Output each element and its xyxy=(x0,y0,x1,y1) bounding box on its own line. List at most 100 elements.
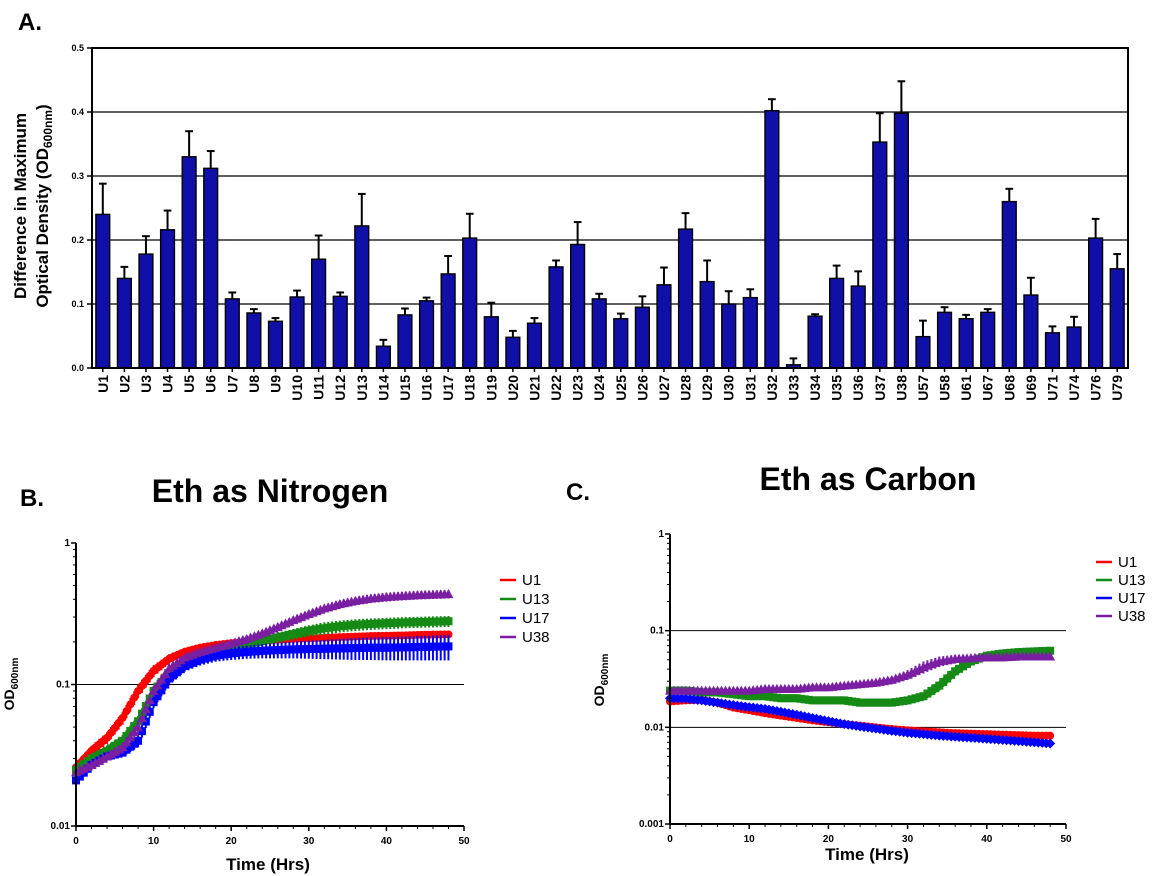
b-point xyxy=(444,642,453,651)
a-y-label-sub: 600nm xyxy=(41,110,55,148)
b-point xyxy=(122,707,131,716)
a-bar xyxy=(893,112,909,369)
c-y-tick-label: 0.1 xyxy=(650,626,664,637)
a-x-tick-label: U31 xyxy=(742,375,758,401)
a-x-tick-label: U2 xyxy=(116,375,132,393)
a-gridlines xyxy=(92,47,1128,305)
a-y-tick-label: 0.3 xyxy=(71,171,84,181)
a-x-tick-label: U6 xyxy=(203,375,219,393)
c-legend-label: U17 xyxy=(1118,590,1146,607)
b-point xyxy=(161,680,170,689)
a-x-tick-label: U5 xyxy=(181,375,197,393)
c-x-tick-label: 10 xyxy=(744,834,756,845)
a-bar xyxy=(570,243,586,369)
b-point xyxy=(105,749,116,759)
a-x-tick-label: U33 xyxy=(785,375,801,401)
a-bar xyxy=(936,311,953,369)
a-y-axis-label-line1: Difference in Maximum xyxy=(11,113,30,299)
c-y-tick-label: 1 xyxy=(658,529,664,540)
a-x-tick-label: U11 xyxy=(311,375,327,400)
b-point xyxy=(130,693,139,702)
a-bar xyxy=(1023,294,1039,369)
b-point xyxy=(153,692,162,701)
c-y-label-sub: 600nm xyxy=(600,654,611,686)
a-x-tick-label: U8 xyxy=(246,375,262,393)
b-series xyxy=(71,589,454,785)
a-bar xyxy=(505,336,521,369)
a-bar xyxy=(224,298,240,369)
b-y-axis-label: OD600nm xyxy=(1,658,21,711)
a-x-tick-label: U36 xyxy=(850,375,866,401)
a-bar xyxy=(246,312,262,369)
a-bar xyxy=(677,228,694,369)
b-legend-label: U13 xyxy=(522,591,550,608)
a-x-tick-label: U18 xyxy=(462,375,478,401)
a-bar xyxy=(397,314,413,369)
a-bar xyxy=(1044,332,1061,369)
a-x-tick-label: U24 xyxy=(591,375,607,401)
b-y-tick-label: 0.1 xyxy=(56,680,70,691)
b-x-tick-label: 50 xyxy=(458,836,470,847)
panel-c-label: C. xyxy=(566,479,590,506)
a-bar xyxy=(181,156,197,369)
a-x-tick-label: U23 xyxy=(570,375,586,401)
a-x-tick-label: U61 xyxy=(958,375,974,401)
b-point xyxy=(130,722,139,731)
c-x-tick-label: 20 xyxy=(823,834,835,845)
b-y-tick-label: 1 xyxy=(64,538,70,549)
c-point xyxy=(1045,651,1056,661)
a-bar xyxy=(95,213,111,369)
b-x-ticks: 0 10 20 30 40 50 xyxy=(73,826,470,847)
a-bars xyxy=(95,80,1125,369)
a-x-tick-label: U79 xyxy=(1109,375,1125,401)
a-x-tick-label: U38 xyxy=(893,375,909,401)
b-point xyxy=(118,713,127,722)
a-x-tick-label: U4 xyxy=(160,375,176,393)
a-bar xyxy=(354,225,370,369)
b-point xyxy=(113,744,124,754)
b-x-tick-label: 10 xyxy=(148,836,160,847)
a-bar xyxy=(138,253,154,369)
b-legend-label: U38 xyxy=(522,629,550,646)
a-x-tick-label: U29 xyxy=(699,375,715,401)
c-x-ticks: 0 10 20 30 40 50 xyxy=(667,824,1072,845)
a-x-tick-label: U28 xyxy=(678,375,694,401)
a-x-tick-label: U19 xyxy=(483,375,499,401)
b-point xyxy=(144,695,155,705)
b-point xyxy=(152,680,163,690)
c-y-ticks: 0.001 0.01 0.1 1 xyxy=(639,529,670,830)
b-legend: U1 U13 U17 U38 xyxy=(500,572,550,646)
a-y-tick-label: 0.4 xyxy=(71,107,84,117)
c-title: Eth as Carbon xyxy=(760,461,977,497)
b-point xyxy=(140,704,151,714)
c-x-tick-label: 0 xyxy=(667,834,673,845)
b-point xyxy=(122,731,131,740)
b-x-tick-label: 30 xyxy=(303,836,315,847)
a-bar xyxy=(699,280,715,369)
a-bar xyxy=(850,285,866,369)
panel-a-label: A. xyxy=(18,9,42,36)
a-x-tick-label: U57 xyxy=(915,375,931,401)
a-y-axis-label-line2: Optical Density (OD600nm) xyxy=(33,104,55,307)
c-point xyxy=(1045,738,1056,749)
a-bar xyxy=(116,277,132,369)
a-bar xyxy=(764,110,780,369)
a-x-tick-label: U67 xyxy=(980,375,996,401)
c-y-tick-label: 0.01 xyxy=(645,722,665,733)
a-x-tick-label: U76 xyxy=(1088,375,1104,401)
c-series-u17 xyxy=(665,693,1056,749)
a-x-tick-label: U68 xyxy=(1001,375,1017,401)
a-x-tick-label: U74 xyxy=(1066,375,1082,401)
a-x-tick-label: U15 xyxy=(397,375,413,401)
a-axes xyxy=(91,47,1129,369)
c-x-tick-label: 50 xyxy=(1060,834,1072,845)
a-bar xyxy=(483,316,499,369)
a-x-tick-label: U58 xyxy=(937,375,953,401)
a-x-tick-label: U35 xyxy=(829,375,845,401)
b-y-label-prefix: OD xyxy=(1,689,17,710)
c-legend-label: U13 xyxy=(1118,572,1146,589)
a-bar xyxy=(634,306,650,369)
b-point xyxy=(118,736,127,745)
